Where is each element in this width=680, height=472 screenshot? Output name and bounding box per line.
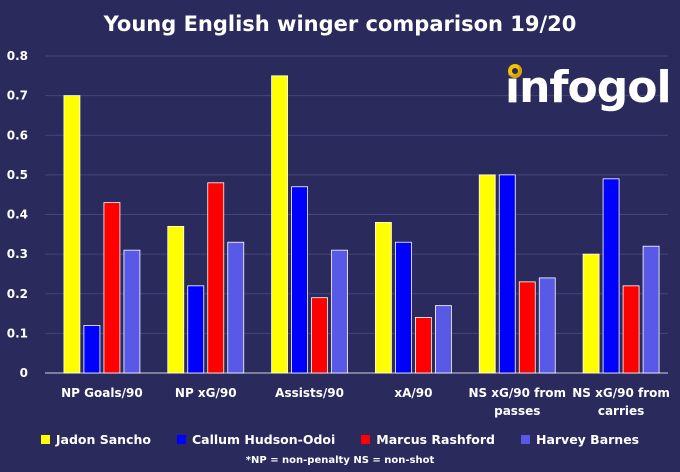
bar — [538, 277, 556, 374]
bar — [375, 222, 392, 374]
x-tick-label: NP xG/90 — [175, 386, 237, 400]
infogol-logo: infogol — [505, 60, 675, 120]
bar — [291, 186, 308, 374]
logo-text: infogol — [505, 62, 672, 113]
legend-swatch — [520, 435, 530, 444]
legend-label: Marcus Rashford — [376, 432, 495, 447]
bar — [311, 297, 328, 374]
bar — [331, 249, 348, 374]
x-tick-label: NP Goals/90 — [61, 386, 143, 400]
legend-swatch — [176, 435, 186, 444]
bar — [271, 75, 288, 374]
x-axis-labels: NP Goals/90 NP xG/90 Assists/90 xA/90 NS xG/… — [61, 386, 670, 418]
chart-legend: Jadon Sancho Callum Hudson-Odoi Marcus Ras… — [0, 432, 680, 447]
bar — [498, 174, 516, 374]
bar — [622, 285, 640, 374]
y-tick-label: 0.6 — [7, 128, 28, 142]
x-tick-label: NS xG/90 from carries — [572, 386, 670, 418]
y-tick-label: 0.8 — [7, 49, 28, 63]
bars — [63, 75, 660, 374]
y-tick-label: 0.2 — [7, 287, 28, 301]
y-tick-label: 0.7 — [7, 89, 28, 103]
legend-swatch — [361, 435, 371, 444]
gridlines — [45, 55, 668, 374]
bar — [63, 95, 81, 374]
legend-swatch — [40, 435, 50, 444]
bar — [83, 325, 101, 374]
bar — [582, 253, 600, 374]
legend-label: Callum Hudson-Odoi — [191, 432, 336, 447]
bar — [227, 241, 245, 374]
x-tick-label: xA/90 — [394, 386, 432, 400]
bar — [187, 285, 205, 374]
bar — [207, 182, 225, 374]
football-icon — [508, 64, 522, 78]
legend-item: Marcus Rashford — [361, 432, 495, 447]
x-tick-label: NS xG/90 from passes — [468, 386, 566, 418]
x-tick-label: Assists/90 — [275, 386, 344, 400]
legend-item: Jadon Sancho — [40, 432, 151, 447]
bar — [602, 178, 620, 374]
legend-label: Harvey Barnes — [535, 432, 640, 447]
y-tick-label: 0.4 — [7, 208, 28, 222]
bar — [167, 225, 185, 374]
y-tick-label: 0 — [20, 366, 28, 380]
bar — [103, 202, 121, 374]
bar — [395, 241, 412, 374]
bar — [518, 281, 536, 374]
legend-item: Callum Hudson-Odoi — [176, 432, 336, 447]
legend-label: Jadon Sancho — [55, 432, 151, 447]
y-tick-label: 0.3 — [7, 247, 28, 261]
footnote: *NP = non-penalty NS = non-shot — [245, 455, 435, 466]
bar — [415, 317, 432, 374]
y-tick-label: 0.1 — [7, 326, 28, 340]
bar — [435, 305, 452, 374]
y-axis-ticks: 0 0.1 0.2 0.3 0.4 0.5 0.6 0.7 0.8 — [7, 49, 28, 380]
chart-title: Young English winger comparison 19/20 — [103, 12, 577, 36]
bar — [642, 245, 660, 374]
bar — [478, 174, 496, 374]
legend-item: Harvey Barnes — [520, 432, 640, 447]
y-tick-label: 0.5 — [7, 168, 28, 182]
bar — [123, 249, 141, 374]
